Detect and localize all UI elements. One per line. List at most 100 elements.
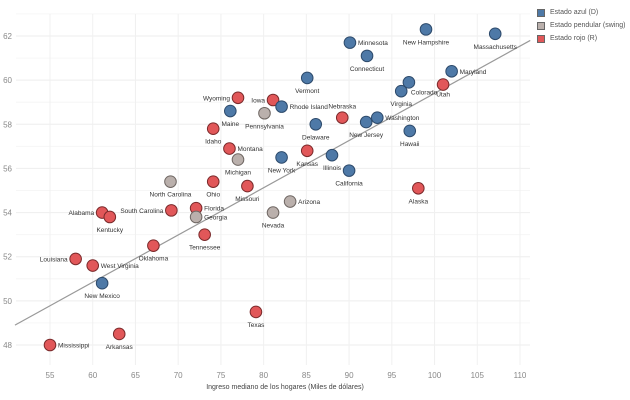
point-label: Nevada	[262, 223, 285, 230]
point-label: Colorado	[411, 89, 438, 96]
point-label: Pennsylvania	[245, 123, 284, 130]
point-mississippi[interactable]	[43, 338, 57, 352]
point-label: Virginia	[390, 101, 412, 108]
point-nebraska[interactable]	[335, 111, 349, 124]
point-label: Texas	[247, 322, 265, 329]
point-label: Arkansas	[106, 344, 134, 351]
x-tick-label: 65	[131, 371, 140, 380]
point-label: Maryland	[460, 69, 487, 76]
x-tick-label: 85	[302, 371, 311, 380]
legend-item-swing[interactable]: Estado pendular (swing)	[537, 19, 626, 32]
x-tick-label: 110	[514, 371, 527, 380]
point-missouri[interactable]	[241, 179, 254, 193]
legend-item-blue[interactable]: Estado azul (D)	[537, 6, 626, 19]
point-tennessee[interactable]	[198, 228, 211, 241]
point-louisiana[interactable]	[69, 252, 82, 266]
point-arizona[interactable]	[283, 195, 297, 208]
point-wyoming[interactable]	[231, 91, 245, 105]
point-label: Kansas	[296, 161, 318, 168]
point-label: Hawaii	[400, 141, 420, 148]
point-idaho[interactable]	[206, 122, 220, 135]
point-alaska[interactable]	[412, 181, 425, 195]
point-north-carolina[interactable]	[164, 175, 177, 188]
point-label: Vermont	[295, 88, 319, 95]
y-tick-label: 52	[3, 253, 12, 262]
point-colorado[interactable]	[402, 76, 416, 89]
legend-item-red[interactable]: Estado rojo (R)	[537, 32, 626, 45]
point-iowa[interactable]	[266, 93, 280, 107]
x-tick-label: 60	[88, 371, 97, 380]
y-axis-ticks: 48 50 52 54 56 58 60 62	[3, 32, 12, 350]
point-west-virginia[interactable]	[86, 259, 100, 272]
legend: Estado azul (D) Estado pendular (swing) …	[537, 6, 626, 45]
point-label: Rhode Island	[290, 104, 329, 111]
point-label: Delaware	[302, 134, 330, 141]
point-texas[interactable]	[249, 305, 263, 319]
point-washington[interactable]	[370, 111, 384, 124]
point-kentucky[interactable]	[103, 210, 117, 224]
x-tick-label: 80	[259, 371, 268, 380]
point-label: Idaho	[205, 139, 222, 146]
y-tick-label: 62	[3, 32, 12, 41]
point-california[interactable]	[342, 164, 356, 177]
point-utah[interactable]	[436, 78, 450, 91]
x-tick-label: 70	[174, 371, 183, 380]
point-hawaii[interactable]	[403, 124, 417, 138]
point-label: Florida	[204, 206, 224, 213]
point-illinois[interactable]	[325, 148, 339, 162]
point-label: Alaska	[409, 198, 429, 205]
point-oklahoma[interactable]	[147, 239, 160, 252]
point-michigan[interactable]	[231, 153, 245, 166]
point-new-hampshire[interactable]	[419, 23, 433, 36]
point-label: Oklahoma	[139, 256, 169, 263]
point-ohio[interactable]	[206, 175, 220, 188]
point-pennsylvania[interactable]	[258, 106, 271, 120]
point-new-york[interactable]	[275, 151, 288, 164]
point-connecticut[interactable]	[360, 49, 374, 63]
point-label: New York	[268, 167, 296, 174]
point-rhode-island[interactable]	[275, 100, 288, 113]
legend-swatch-blue	[537, 8, 545, 17]
point-label: South Carolina	[120, 208, 163, 215]
point-label: Kentucky	[96, 227, 123, 234]
x-tick-label: 90	[345, 371, 354, 380]
point-delaware[interactable]	[309, 117, 323, 131]
point-minnesota[interactable]	[343, 36, 357, 49]
point-georgia[interactable]	[189, 210, 203, 224]
point-maine[interactable]	[224, 104, 237, 118]
legend-label: Estado azul (D)	[550, 9, 599, 16]
point-labels: Mississippi Arkansas Texas New Mexico Louisi…	[40, 39, 518, 351]
point-label: Louisiana	[40, 256, 68, 263]
point-label: New Mexico	[84, 293, 120, 300]
point-label: Tennessee	[189, 245, 221, 252]
point-massachusetts[interactable]	[488, 27, 502, 41]
point-south-carolina[interactable]	[165, 204, 178, 217]
y-tick-label: 50	[3, 297, 12, 306]
point-montana[interactable]	[223, 142, 236, 155]
point-label: Connecticut	[350, 66, 385, 73]
x-axis-ticks: 55 60 65 70 75 80 85 90 95 100 105 110	[46, 371, 527, 380]
y-tick-label: 60	[3, 76, 12, 85]
y-tick-label: 48	[3, 341, 12, 350]
point-label: Georgia	[204, 214, 228, 221]
point-label: New Hampshire	[403, 39, 450, 46]
point-label: Wyoming	[203, 95, 230, 102]
point-nevada[interactable]	[266, 206, 280, 219]
point-label: Iowa	[251, 98, 265, 105]
point-label: Arizona	[298, 199, 320, 206]
point-label: Minnesota	[358, 40, 388, 47]
point-vermont[interactable]	[300, 71, 314, 85]
point-virginia[interactable]	[394, 84, 408, 98]
point-label: Nebraska	[328, 104, 356, 111]
x-tick-label: 75	[216, 371, 225, 380]
point-label: Ohio	[206, 192, 220, 199]
point-label: Montana	[237, 146, 263, 153]
point-maryland[interactable]	[445, 65, 458, 78]
point-new-jersey[interactable]	[359, 115, 373, 129]
point-label: West Virginia	[101, 263, 139, 270]
point-kansas[interactable]	[300, 144, 314, 158]
point-new-mexico[interactable]	[95, 276, 109, 290]
point-arkansas[interactable]	[112, 327, 126, 341]
point-label: Alabama	[68, 210, 94, 217]
